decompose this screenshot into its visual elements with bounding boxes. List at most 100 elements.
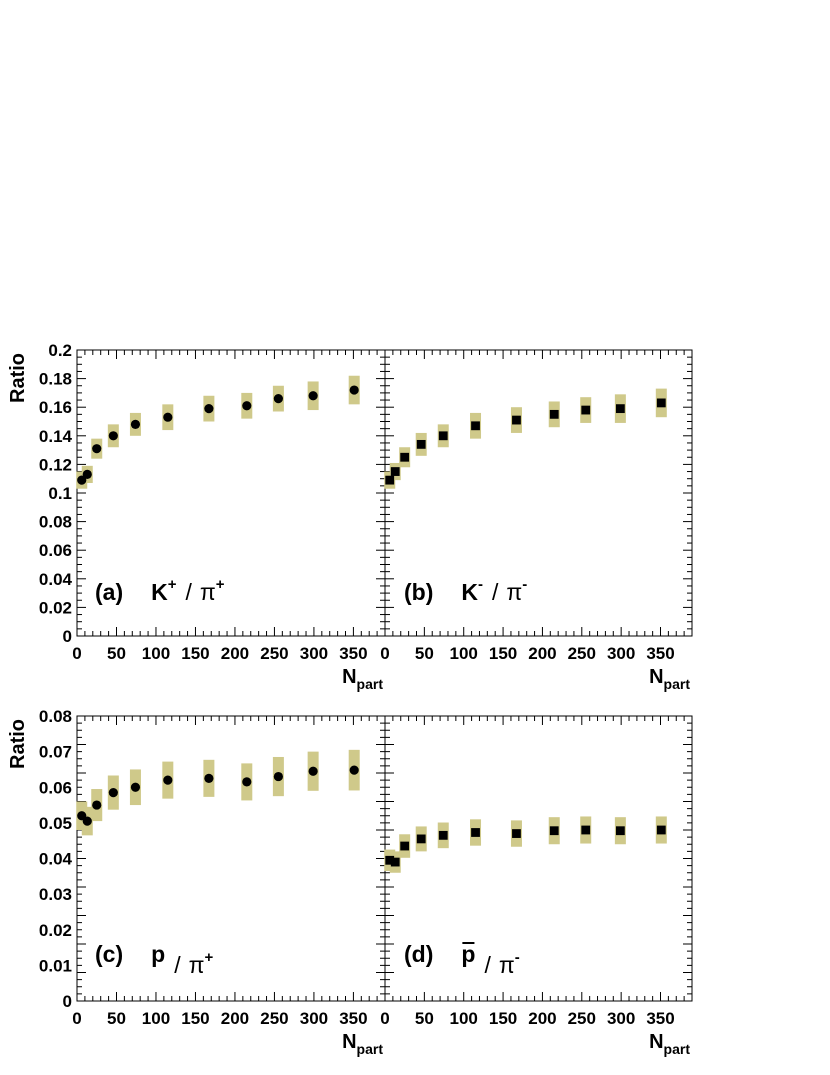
- x-tick-label: 150: [489, 1009, 517, 1028]
- data-point: [385, 855, 395, 865]
- x-tick-label: 300: [300, 1009, 328, 1028]
- x-tick-label: 300: [300, 644, 328, 663]
- y-tick-label: 0.2: [48, 341, 72, 360]
- y-tick-label: 0.1: [48, 484, 72, 503]
- data-point: [512, 829, 521, 838]
- numerator-charge: -: [478, 576, 483, 593]
- x-tick-label: 250: [260, 644, 288, 663]
- x-axis-title: Npart: [649, 666, 690, 692]
- y-tick-label: 0: [63, 627, 72, 646]
- numerator: K: [461, 579, 478, 605]
- x-tick-label: 350: [646, 1009, 674, 1028]
- y-tick-label: 0.01: [39, 956, 72, 975]
- data-point: [581, 405, 591, 415]
- panel-id: (b): [404, 579, 433, 605]
- x-tick-label: 50: [107, 1009, 126, 1028]
- panel-id: (a): [95, 579, 123, 605]
- x-tick-label: 50: [107, 644, 126, 663]
- data-point: [390, 467, 400, 476]
- data-point: [471, 421, 480, 431]
- ratio-slash: /: [484, 952, 491, 978]
- x-axis-title: Npart: [342, 666, 383, 692]
- y-tick-label: 0.06: [39, 541, 72, 560]
- y-tick-label: 0.05: [39, 814, 72, 833]
- data-point: [390, 857, 400, 867]
- x-axis-title: Npart: [342, 1031, 383, 1057]
- data-point: [581, 825, 591, 835]
- panel-id: (d): [404, 941, 433, 967]
- x-tick-label: 250: [568, 644, 596, 663]
- denominator-charge: +: [204, 949, 213, 966]
- data-point: [82, 816, 92, 826]
- x-tick-label: 100: [142, 1009, 170, 1028]
- x-tick-label: 250: [260, 1009, 288, 1028]
- x-tick-label: 350: [339, 644, 367, 663]
- numerator: p: [461, 941, 475, 967]
- denominator: π: [506, 579, 522, 605]
- x-tick-label: 100: [142, 644, 170, 663]
- panel-label: (c) p / π+: [95, 941, 213, 978]
- data-point: [273, 394, 283, 404]
- y-tick-label: 0.07: [39, 743, 72, 762]
- data-point: [204, 773, 214, 783]
- data-point: [400, 841, 410, 851]
- y-tick-label: 0.04: [39, 570, 73, 589]
- panel-label: (d) p / π-: [404, 941, 520, 978]
- x-tick-label: 300: [607, 1009, 635, 1028]
- data-point: [438, 431, 448, 441]
- data-point: [549, 409, 559, 419]
- x-axis-title-main: N: [342, 666, 356, 688]
- x-tick-label: 200: [528, 1009, 556, 1028]
- x-tick-label: 300: [607, 644, 635, 663]
- panel-id: (c): [95, 941, 123, 967]
- y-tick-label: 0.14: [39, 427, 73, 446]
- data-point: [656, 398, 666, 408]
- data-point: [438, 830, 448, 840]
- y-tick-label: 0.08: [39, 513, 72, 532]
- denominator: π: [200, 579, 216, 605]
- x-axis-title-sub: part: [357, 676, 384, 692]
- data-point: [204, 404, 214, 414]
- data-point: [108, 431, 118, 441]
- x-axis-title: Npart: [649, 1031, 690, 1057]
- data-point: [82, 469, 92, 480]
- y-tick-label: 0.18: [39, 370, 72, 389]
- x-tick-label: 150: [181, 1009, 209, 1028]
- panel-d: 0 50 100 150 200 250 300 350 Npart (d) p / π-: [380, 715, 693, 1057]
- data-point: [108, 787, 118, 798]
- x-tick-label: 350: [646, 644, 674, 663]
- data-point: [349, 765, 359, 775]
- y-tick-label: 0.03: [39, 885, 72, 904]
- denominator: π: [499, 952, 515, 978]
- data-point: [416, 439, 426, 449]
- y-tick-label: 0.16: [39, 398, 72, 417]
- y-tick-label: 0.02: [39, 598, 72, 617]
- ratio-slash: /: [174, 952, 181, 978]
- panel-label: (a) K+ / π+: [95, 576, 225, 605]
- data-point: [163, 775, 173, 785]
- denominator-charge: -: [522, 576, 527, 593]
- x-tick-label: 200: [528, 644, 556, 663]
- data-point: [273, 771, 283, 782]
- data-point: [308, 766, 318, 776]
- denominator: π: [189, 952, 205, 978]
- x-tick-label: 150: [489, 644, 517, 663]
- data-point: [130, 419, 141, 429]
- data-point: [615, 826, 625, 836]
- y-tick-label: 0.02: [39, 921, 72, 940]
- x-tick-label: 0: [72, 644, 81, 663]
- data-point: [242, 777, 252, 787]
- x-tick-label: 200: [221, 1009, 249, 1028]
- data-point: [549, 826, 559, 836]
- panel-label: (b) K- / π-: [404, 576, 527, 605]
- x-axis-title-sub: part: [357, 1041, 384, 1057]
- x-axis-title-main: N: [649, 666, 663, 688]
- x-tick-label: 100: [450, 1009, 478, 1028]
- x-tick-label: 200: [221, 644, 249, 663]
- data-point: [92, 800, 102, 810]
- ratio-slash: /: [492, 579, 499, 605]
- x-tick-label: 50: [415, 1009, 434, 1028]
